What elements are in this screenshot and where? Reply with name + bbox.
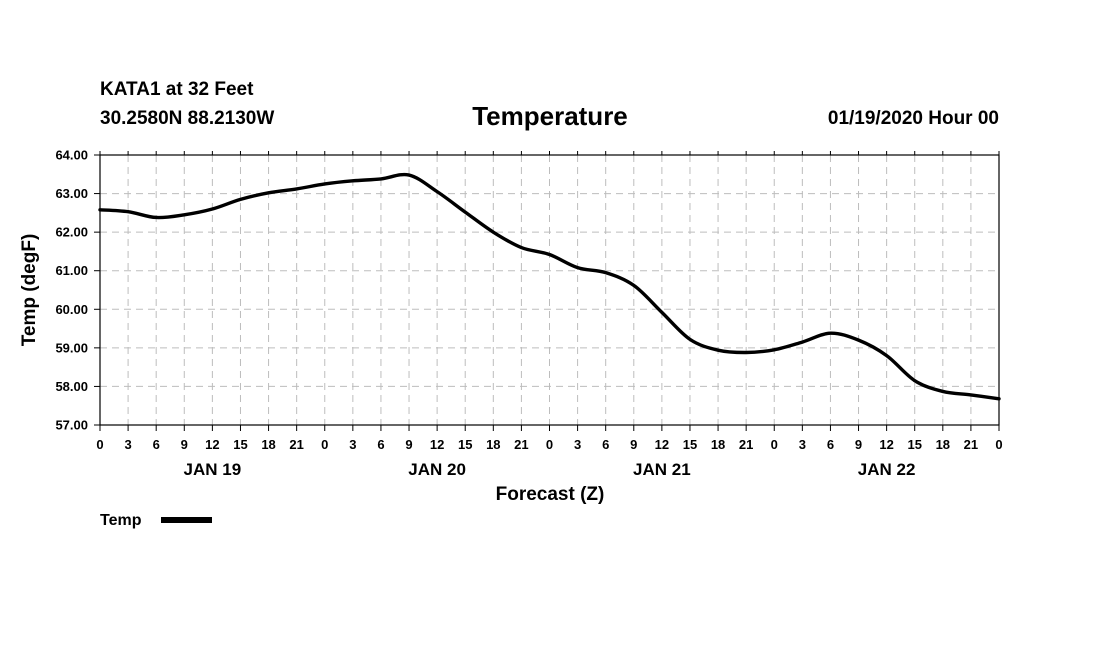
x-tick-label: 9 [855,437,862,452]
x-tick-label: 12 [655,437,669,452]
x-tick-label: 12 [879,437,893,452]
y-tick-label: 60.00 [55,302,88,317]
x-tick-label: 15 [458,437,472,452]
x-tick-label: 9 [181,437,188,452]
y-tick-label: 59.00 [55,340,88,355]
y-tick-label: 62.00 [55,225,88,240]
y-tick-label: 61.00 [55,263,88,278]
x-tick-label: 6 [153,437,160,452]
x-tick-label: 21 [739,437,753,452]
day-label: JAN 21 [633,460,691,479]
x-tick-label: 18 [486,437,500,452]
x-tick-label: 18 [936,437,950,452]
day-labels: JAN 19 JAN 20 JAN 21 JAN 22 [184,460,916,479]
chart-title: Temperature [472,101,628,131]
x-tick-label: 21 [514,437,528,452]
x-axis-title: Forecast (Z) [496,484,605,505]
x-tick-label: 21 [289,437,303,452]
x-tick-label: 15 [233,437,247,452]
y-tick-label: 58.00 [55,379,88,394]
x-tick-label: 21 [964,437,978,452]
grid-lines [100,155,999,425]
day-label: JAN 22 [858,460,916,479]
x-tick-label: 3 [799,437,806,452]
x-tick-label: 0 [321,437,328,452]
y-tick-label: 57.00 [55,418,88,433]
legend-label: Temp [100,512,142,529]
x-tick-label: 6 [827,437,834,452]
x-tick-label: 15 [907,437,921,452]
tick-marks [94,151,1000,431]
x-tick-label: 15 [683,437,697,452]
y-tick-label: 63.00 [55,186,88,201]
x-tick-label: 3 [574,437,581,452]
legend: Temp [100,512,212,529]
x-tick-label: 18 [711,437,725,452]
x-tick-label: 0 [546,437,553,452]
x-tick-label: 12 [205,437,219,452]
station-coords: 30.2580N 88.2130W [100,108,274,129]
forecast-datetime: 01/19/2020 Hour 00 [828,108,999,129]
day-label: JAN 20 [408,460,466,479]
x-tick-label: 3 [124,437,131,452]
series-layer [98,172,1001,401]
station-name: KATA1 at 32 Feet [100,79,254,100]
x-tick-label: 3 [349,437,356,452]
x-tick-label: 9 [405,437,412,452]
x-tick-label: 0 [771,437,778,452]
x-tick-label: 18 [261,437,275,452]
x-tick-label: 6 [377,437,384,452]
x-tick-label: 0 [995,437,1002,452]
x-tick-label: 6 [602,437,609,452]
x-tick-label: 12 [430,437,444,452]
y-tick-label: 64.00 [55,148,88,163]
x-tick-label: 0 [96,437,103,452]
x-tick-labels: 0 3 6 9 12 15 18 21 0 3 6 9 12 15 18 21 0 3 6 9 12 15 18 21 0 3 6 9… [96,437,1002,452]
y-tick-labels: 57.00 58.00 59.00 60.00 61.00 62.00 63.00 64.00 [55,148,88,433]
y-axis-title: Temp (degF) [19,234,40,347]
day-label: JAN 19 [184,460,242,479]
x-tick-label: 9 [630,437,637,452]
